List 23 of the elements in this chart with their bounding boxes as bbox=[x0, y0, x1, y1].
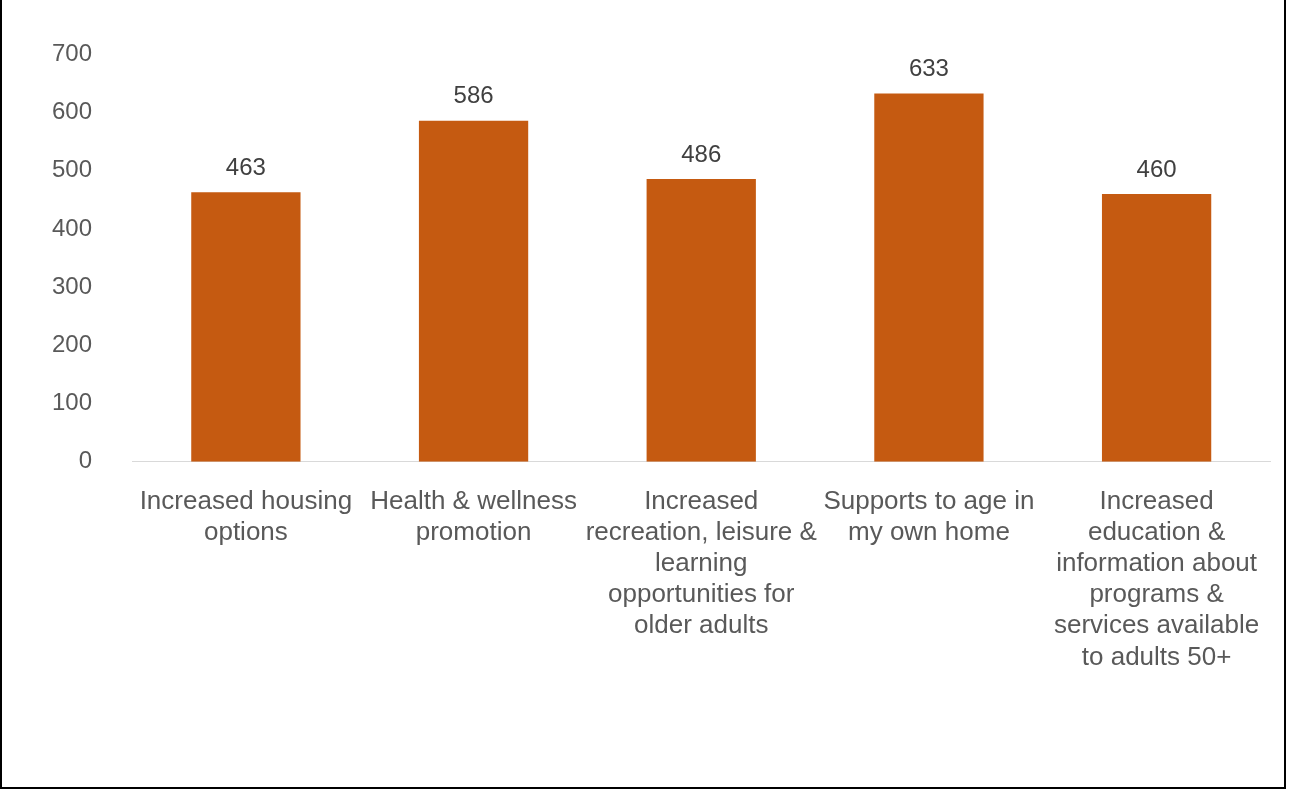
x-tick-label: Increased recreation, leisure & learning opportunities for older adults bbox=[585, 484, 817, 640]
y-tick-label: 400 bbox=[52, 213, 93, 241]
data-label: 633 bbox=[908, 54, 949, 82]
bar bbox=[1101, 194, 1212, 462]
bar bbox=[646, 178, 756, 462]
x-tick-label: Health & wellness promotion bbox=[370, 484, 577, 546]
y-tick-label: 0 bbox=[78, 446, 93, 474]
y-tick-label: 700 bbox=[52, 39, 93, 67]
x-tick-label: Increased housing options bbox=[139, 484, 353, 546]
x-tick-label: Supports to age in my own home bbox=[823, 484, 1035, 546]
data-label: 586 bbox=[453, 81, 494, 109]
bar bbox=[874, 93, 984, 462]
bar bbox=[418, 120, 529, 462]
data-label: 463 bbox=[225, 152, 266, 180]
y-tick-label: 500 bbox=[52, 155, 93, 183]
y-tick-label: 100 bbox=[52, 388, 93, 416]
y-tick-label: 300 bbox=[52, 271, 93, 299]
y-tick-label: 600 bbox=[52, 97, 93, 125]
x-tick-label: Increased education & information about programs & services available to adults 50+ bbox=[1053, 484, 1260, 671]
data-label: 460 bbox=[1136, 154, 1177, 182]
data-label: 486 bbox=[681, 139, 722, 167]
y-tick-label: 200 bbox=[52, 330, 93, 358]
bar bbox=[191, 192, 301, 462]
